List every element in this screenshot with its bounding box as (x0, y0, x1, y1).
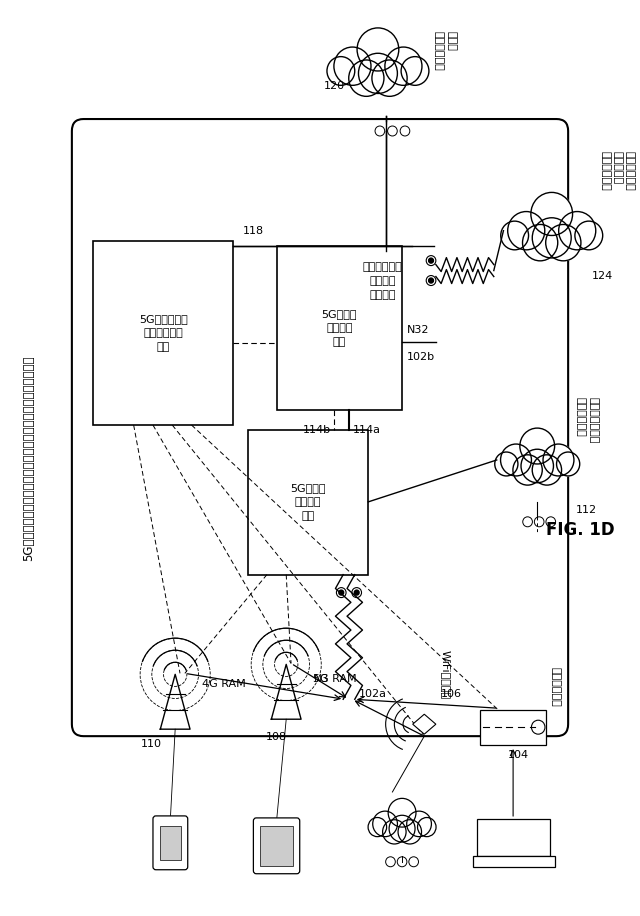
Circle shape (327, 57, 355, 85)
FancyBboxPatch shape (153, 816, 188, 870)
Circle shape (546, 224, 581, 261)
Text: 108: 108 (266, 732, 287, 742)
Text: 114a: 114a (353, 425, 381, 435)
Text: 106: 106 (441, 689, 461, 699)
Text: FIG. 1D: FIG. 1D (547, 521, 615, 539)
Text: 102a: 102a (358, 689, 387, 699)
FancyBboxPatch shape (160, 826, 181, 860)
Circle shape (368, 817, 387, 836)
Circle shape (543, 444, 574, 476)
Text: 102b: 102b (407, 353, 435, 363)
Circle shape (385, 47, 422, 85)
Text: ローカルデータ
ネットワーク: ローカルデータ ネットワーク (576, 397, 598, 443)
Circle shape (357, 27, 399, 71)
Circle shape (557, 452, 580, 476)
FancyBboxPatch shape (477, 819, 550, 856)
Circle shape (417, 817, 436, 836)
Circle shape (500, 444, 531, 476)
Text: 118: 118 (243, 225, 264, 235)
Circle shape (429, 278, 433, 283)
Text: N3: N3 (314, 674, 330, 684)
Text: 120: 120 (324, 82, 345, 91)
Circle shape (500, 221, 529, 250)
Circle shape (532, 455, 561, 485)
Text: 5Gローミングセキュリティーローカルブレイクアウトシナリオ: 5Gローミングセキュリティーローカルブレイクアウトシナリオ (22, 355, 35, 561)
Circle shape (559, 212, 596, 250)
Circle shape (388, 799, 416, 827)
Circle shape (349, 60, 384, 96)
Text: 104: 104 (508, 750, 529, 760)
Circle shape (383, 820, 406, 844)
Text: 112: 112 (576, 505, 597, 515)
Text: データ
ネットワーク: データ ネットワーク (434, 31, 456, 71)
FancyBboxPatch shape (93, 241, 233, 425)
FancyBboxPatch shape (472, 856, 555, 867)
Circle shape (358, 53, 397, 93)
FancyBboxPatch shape (72, 119, 568, 736)
FancyBboxPatch shape (260, 826, 293, 866)
Text: 4G RAM: 4G RAM (202, 680, 246, 690)
Text: 5G RAM: 5G RAM (313, 674, 357, 684)
Text: 5Gユーザ
プレーン
機能: 5Gユーザ プレーン 機能 (290, 484, 326, 521)
Circle shape (406, 812, 431, 836)
Circle shape (401, 57, 429, 85)
FancyBboxPatch shape (480, 710, 546, 745)
Text: 124: 124 (592, 270, 614, 280)
Circle shape (532, 218, 571, 258)
Circle shape (372, 812, 397, 836)
Circle shape (575, 221, 603, 250)
Circle shape (513, 455, 542, 485)
Text: 114b: 114b (303, 425, 331, 435)
Circle shape (339, 590, 344, 595)
Circle shape (334, 47, 371, 85)
Circle shape (429, 258, 433, 263)
FancyBboxPatch shape (276, 245, 402, 410)
Text: ローミング／
ピアリング
ネットワーク: ローミング／ ピアリング ネットワーク (600, 151, 635, 191)
Circle shape (522, 224, 557, 261)
FancyBboxPatch shape (253, 818, 300, 874)
Circle shape (355, 590, 359, 595)
Text: 5Gユーザ
プレーン
機能: 5Gユーザ プレーン 機能 (321, 309, 357, 347)
FancyBboxPatch shape (248, 431, 368, 574)
Text: セキュリティ
プラット
フォーム: セキュリティ プラット フォーム (363, 262, 403, 300)
Circle shape (389, 815, 415, 842)
Text: 110: 110 (141, 739, 161, 749)
Circle shape (398, 820, 422, 844)
Circle shape (508, 212, 545, 250)
Text: 固定アクセス: 固定アクセス (551, 668, 561, 707)
Text: WiFiアクセス: WiFiアクセス (441, 649, 451, 699)
Text: 5Gコア制御／
シグナリング
機能: 5Gコア制御／ シグナリング 機能 (139, 314, 188, 352)
Text: N32: N32 (407, 325, 429, 335)
Polygon shape (413, 714, 436, 734)
Circle shape (372, 60, 407, 96)
Circle shape (521, 449, 554, 483)
Circle shape (495, 452, 518, 476)
Circle shape (520, 428, 555, 464)
Circle shape (531, 192, 573, 235)
